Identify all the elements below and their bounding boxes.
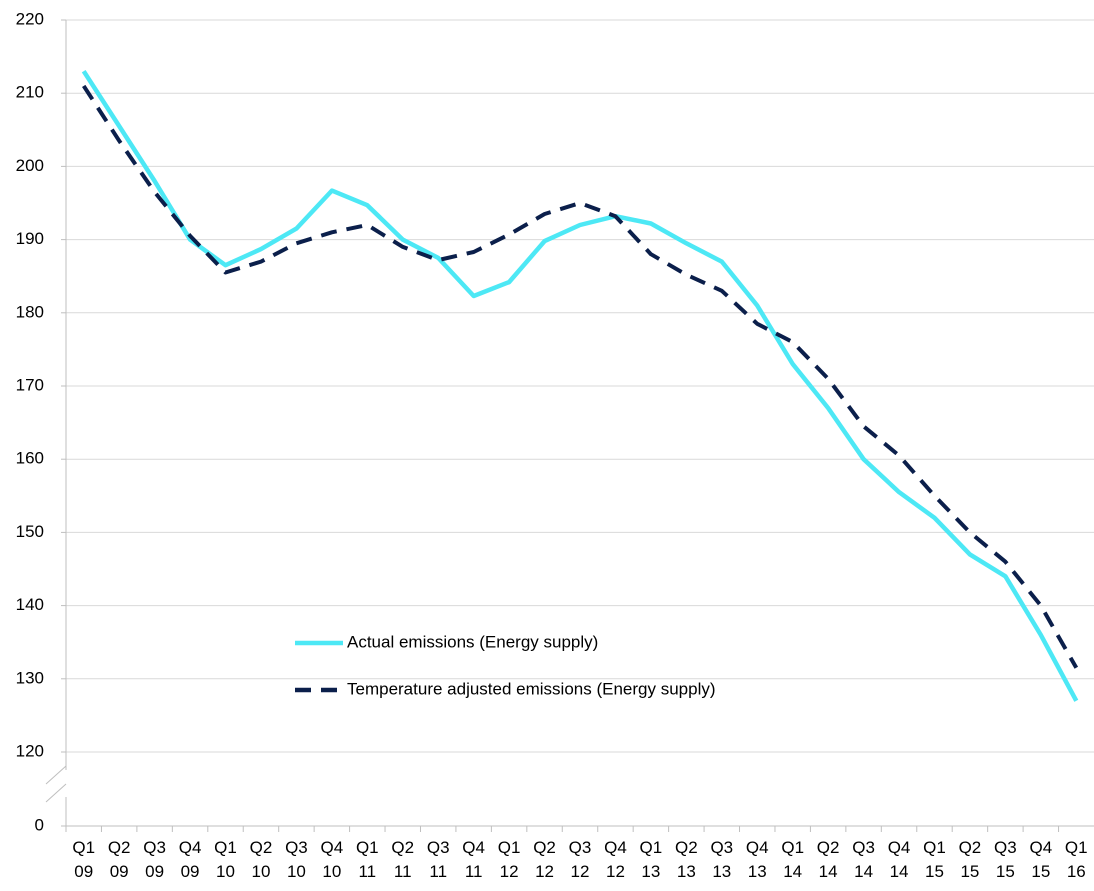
y-tick-label: 140 xyxy=(16,595,44,614)
x-tick-label: Q4 14 xyxy=(888,838,911,881)
x-tick-label: Q2 15 xyxy=(959,838,982,881)
x-tick-label: Q3 14 xyxy=(852,838,875,881)
y-tick-label: 130 xyxy=(16,668,44,687)
x-tick-label: Q1 09 xyxy=(72,838,95,881)
x-tick-label: Q4 11 xyxy=(462,838,485,881)
y-tick-label: 120 xyxy=(16,741,44,760)
legend-label: Temperature adjusted emissions (Energy s… xyxy=(347,679,716,698)
x-tick-label: Q4 15 xyxy=(1029,838,1052,881)
x-tick-label: Q1 10 xyxy=(214,838,237,881)
x-tick-label: Q3 12 xyxy=(569,838,592,881)
y-tick-label: 0 xyxy=(35,815,44,834)
x-tick-label: Q4 10 xyxy=(321,838,344,881)
y-tick-label: 210 xyxy=(16,83,44,102)
x-tick-label: Q4 12 xyxy=(604,838,627,881)
y-tick-label: 200 xyxy=(16,156,44,175)
x-tick-label: Q3 09 xyxy=(143,838,166,881)
x-tick-label: Q4 09 xyxy=(179,838,202,881)
x-tick-label: Q3 10 xyxy=(285,838,308,881)
x-tick-label: Q1 16 xyxy=(1065,838,1088,881)
x-tick-label: Q3 11 xyxy=(427,838,450,881)
y-tick-label: 180 xyxy=(16,302,44,321)
x-tick-label: Q2 13 xyxy=(675,838,698,881)
legend-label: Actual emissions (Energy supply) xyxy=(347,632,598,651)
x-tick-label: Q1 11 xyxy=(356,838,379,881)
y-tick-label: 170 xyxy=(16,375,44,394)
series-line xyxy=(82,84,1079,669)
x-tick-label: Q1 13 xyxy=(640,838,663,881)
x-tick-label: Q4 13 xyxy=(746,838,769,881)
x-tick-label: Q1 14 xyxy=(781,838,804,881)
x-tick-label: Q2 12 xyxy=(533,838,556,881)
axis-break xyxy=(45,765,67,803)
x-tick-label: Q1 12 xyxy=(498,838,521,881)
y-tick-label: 220 xyxy=(16,9,44,28)
y-tick-label: 190 xyxy=(16,229,44,248)
x-tick-label: Q1 15 xyxy=(923,838,946,881)
series-line xyxy=(81,69,1079,702)
x-tick-label: Q2 09 xyxy=(108,838,131,881)
y-tick-label: 150 xyxy=(16,522,44,541)
x-tick-label: Q3 15 xyxy=(994,838,1017,881)
x-tick-label: Q2 11 xyxy=(391,838,414,881)
x-tick-label: Q2 14 xyxy=(817,838,840,881)
x-tick-label: Q2 10 xyxy=(250,838,273,881)
x-tick-label: Q3 13 xyxy=(710,838,733,881)
y-tick-label: 160 xyxy=(16,449,44,468)
